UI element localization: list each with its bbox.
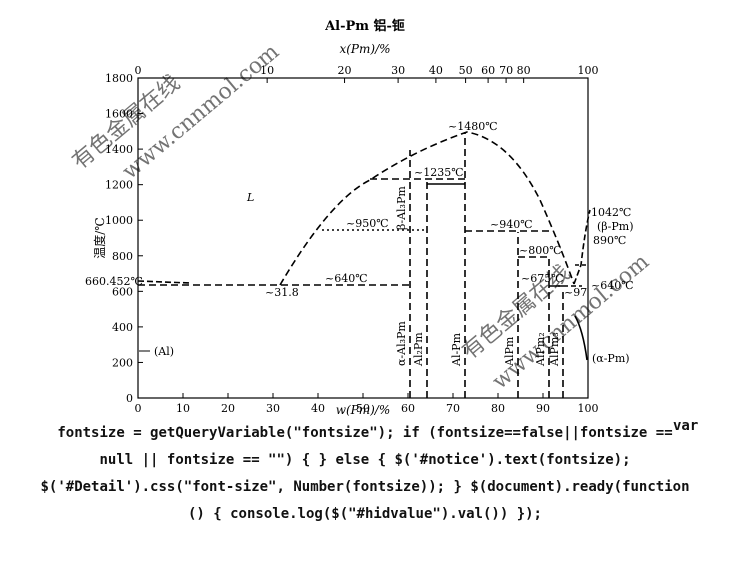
label-675: ~675℃ [521, 272, 564, 285]
label-al-phase: (Al) [154, 345, 174, 358]
top-tick-label: 10 [260, 64, 274, 77]
label-97: ~97 [564, 286, 587, 299]
label-1235: ~1235℃ [414, 166, 464, 179]
liquidus-curve [279, 131, 575, 286]
bottom-tick-label: 100 [578, 402, 599, 415]
label-640-right: ~640℃ [591, 279, 634, 292]
label-liquid: L [246, 191, 254, 204]
code-line-1: fontsize = getQueryVariable("fontsize");… [57, 425, 673, 441]
label-eutectic-comp: ~31.8 [265, 286, 299, 299]
label-940: ~940℃ [490, 218, 533, 231]
bottom-axis-ticks: 0 10 20 30 40 50 60 70 80 90 100 [135, 393, 599, 415]
label-al-melt: 660.452℃ [85, 275, 143, 288]
left-tick-label: 1800 [105, 72, 133, 85]
y-axis-label: 温度/℃ [92, 217, 107, 258]
bottom-tick-label: 30 [266, 402, 280, 415]
phase-boundaries [137, 131, 591, 398]
left-tick-label: 0 [126, 392, 133, 405]
top-tick-label: 100 [578, 64, 599, 77]
bottom-tick-label: 70 [446, 402, 460, 415]
left-tick-label: 200 [112, 356, 133, 369]
annotations: L 660.452℃ (Al) ~31.8 ~640℃ ~950℃ ~1235℃… [85, 120, 634, 367]
code-tail: var [673, 418, 699, 434]
code-text: fontsize = getQueryVariable("fontsize");… [0, 420, 730, 570]
label-alpm3: AlPm₃ [548, 332, 561, 367]
label-alpha-pm: (α-Pm) [592, 352, 630, 365]
top-tick-label: 0 [135, 64, 142, 77]
bottom-tick-label: 20 [221, 402, 235, 415]
top-tick-label: 50 [459, 64, 473, 77]
left-tick-label: 1400 [105, 143, 133, 156]
label-alpm2: AlPm₂ [534, 332, 547, 367]
label-al2pm: Al₂Pm [412, 332, 425, 367]
diagram-title: Al-Pm 铝-钷 [324, 18, 405, 34]
label-alpm-84: AlPm [503, 336, 516, 367]
left-tick-label: 600 [112, 285, 133, 298]
bottom-tick-label: 40 [311, 402, 325, 415]
bottom-tick-label: 60 [401, 402, 415, 415]
code-line-3: $('#Detail').css("font-size", Number(fon… [40, 479, 690, 495]
left-tick-label: 800 [112, 250, 133, 263]
code-line-4: () { console.log($("#hidvalue").val()) }… [187, 506, 542, 522]
label-pm-melt: 1042℃ [591, 206, 631, 219]
label-alpm-72: Al-Pm [450, 332, 463, 367]
left-tick-label: 1000 [105, 214, 133, 227]
top-axis-ticks: 0 10 20 30 40 50 60 70 80 100 [135, 64, 599, 83]
left-tick-label: 1200 [105, 179, 133, 192]
code-line-2: null || fontsize == "") { } else { $('#n… [99, 452, 631, 468]
alpha-pm-boundary [574, 315, 588, 361]
bottom-tick-label: 10 [176, 402, 190, 415]
liquidus-right-branch [573, 209, 591, 285]
bottom-axis-label: w(Pm)/% [336, 403, 391, 417]
label-890: 890℃ [593, 234, 626, 247]
top-axis-label: x(Pm)/% [339, 42, 390, 56]
bottom-tick-label: 90 [536, 402, 550, 415]
phase-diagram: Al-Pm 铝-钷 x(Pm)/% 0 10 20 30 40 50 60 70 80 100 0… [68, 18, 654, 417]
left-tick-label: 400 [112, 321, 133, 334]
top-tick-label: 20 [338, 64, 352, 77]
top-tick-label: 80 [517, 64, 531, 77]
label-1480: ~1480℃ [448, 120, 498, 133]
label-alpha-al3pm: α-Al₃Pm [395, 321, 408, 366]
label-800: ~800℃ [519, 244, 562, 257]
bottom-tick-label: 80 [491, 402, 505, 415]
label-950: ~950℃ [346, 217, 389, 230]
top-tick-label: 60 [481, 64, 495, 77]
top-tick-label: 30 [391, 64, 405, 77]
bottom-tick-label: 0 [135, 402, 142, 415]
bottom-tick-label: 50 [356, 402, 370, 415]
al-melt-line [137, 280, 191, 284]
label-beta-pm: (β-Pm) [597, 220, 634, 233]
top-tick-label: 40 [429, 64, 443, 77]
label-beta-al3pm: β-Al₃Pm [395, 186, 408, 230]
left-axis-ticks: 0 200 400 600 800 1000 1200 1400 1600 1800 [105, 72, 143, 405]
label-eutectic-temp: ~640℃ [325, 272, 368, 285]
left-tick-label: 1600 [105, 108, 133, 121]
top-tick-label: 70 [499, 64, 513, 77]
